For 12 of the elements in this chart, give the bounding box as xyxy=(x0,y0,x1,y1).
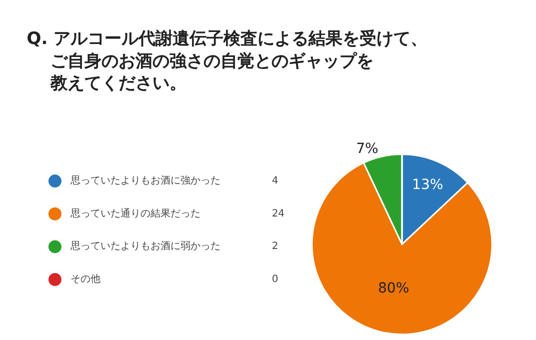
text: 0 xyxy=(272,274,278,286)
data-label: 13% xyxy=(412,177,444,194)
text: 24 xyxy=(272,208,285,220)
legend-label: 思っていたよりもお酒に弱かった xyxy=(64,240,220,252)
legend-label: その他 xyxy=(64,273,100,286)
text: 4 xyxy=(272,176,278,187)
data-label: 80% xyxy=(378,280,410,297)
legend-label: 思っていた通りの結果だった xyxy=(64,207,200,220)
text: 2 xyxy=(272,241,278,252)
data-label: 7% xyxy=(356,140,378,157)
chart-title: Q. アルコール代謝遺伝子検査による結果を受けて、ご自身のお酒の強さの自覚とのギャップを教えてください。 xyxy=(26,29,428,94)
legend-label: 思っていたよりもお酒に強かった xyxy=(64,174,220,187)
